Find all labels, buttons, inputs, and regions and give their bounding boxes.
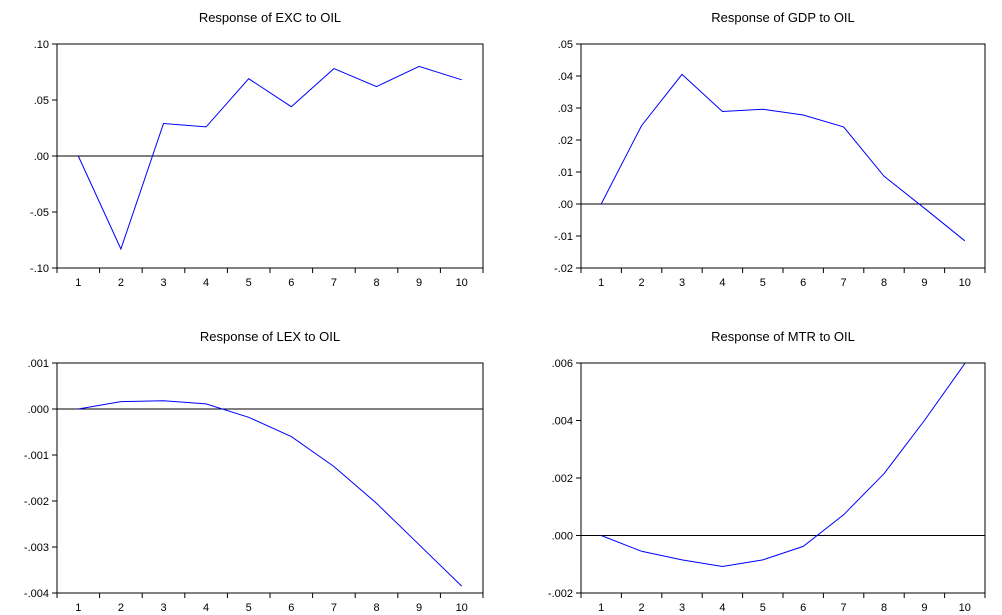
x-tick-label: 7 <box>331 602 337 614</box>
y-tick-label: .006 <box>552 358 573 370</box>
plot-frame <box>580 43 986 269</box>
x-tick-label: 3 <box>160 602 166 614</box>
x-tick-label: 4 <box>203 602 209 614</box>
x-tick-label: 7 <box>841 602 847 614</box>
x-tick-label: 6 <box>288 602 294 614</box>
x-tick-label: 9 <box>416 602 422 614</box>
x-tick-label: 1 <box>598 277 604 289</box>
x-tick-label: 7 <box>841 277 847 289</box>
x-tick-label: 8 <box>373 277 379 289</box>
chart-title: Response of GDP to OIL <box>711 10 855 25</box>
x-tick-label: 6 <box>800 602 806 614</box>
y-tick-label: -.004 <box>24 588 49 600</box>
y-tick-label: .002 <box>552 473 573 485</box>
x-tick-label: 5 <box>760 602 766 614</box>
chart-panel-2: Response of GDP to OIL -.02 -.01 .00 .01 .02.… <box>554 10 986 289</box>
x-tick-label: 8 <box>881 602 887 614</box>
y-tick-label: -.10 <box>30 263 49 275</box>
x-tick-label: 5 <box>246 602 252 614</box>
chart-title: Response of MTR to OIL <box>711 329 855 344</box>
y-tick-label: .03 <box>558 103 573 115</box>
y-tick-label: -.01 <box>554 231 573 243</box>
response-line <box>77 65 462 251</box>
x-tick-label: 2 <box>639 277 645 289</box>
plot-frame <box>56 362 484 594</box>
y-tick-label: .05 <box>558 39 573 51</box>
response-line <box>601 363 966 568</box>
x-tick-label: 1 <box>75 602 81 614</box>
x-tick-label: 9 <box>416 277 422 289</box>
x-tick-label: 3 <box>160 277 166 289</box>
y-tick-label: .04 <box>558 71 573 83</box>
y-tick-label: -.002 <box>24 496 49 508</box>
y-tick-label: .001 <box>28 358 49 370</box>
x-tick-label: 10 <box>456 602 468 614</box>
x-tick-label: 6 <box>800 277 806 289</box>
x-tick-label: 1 <box>75 277 81 289</box>
x-tick-label: 4 <box>719 277 725 289</box>
x-tick-label: 5 <box>246 277 252 289</box>
x-tick-label: 6 <box>288 277 294 289</box>
y-tick-label: .01 <box>558 167 573 179</box>
y-tick-label: .10 <box>34 39 49 51</box>
y-tick-label: .00 <box>34 151 49 163</box>
y-tick-label: .00 <box>558 199 573 211</box>
y-tick-label: .05 <box>34 95 49 107</box>
x-tick-label: 8 <box>881 277 887 289</box>
x-tick-label: 2 <box>639 602 645 614</box>
y-tick-label: -.05 <box>30 207 49 219</box>
x-tick-label: 10 <box>456 277 468 289</box>
y-tick-label: .000 <box>28 404 49 416</box>
x-tick-label: 4 <box>719 602 725 614</box>
response-line <box>600 73 966 242</box>
x-tick-label: 9 <box>921 602 927 614</box>
x-tick-label: 4 <box>203 277 209 289</box>
y-tick-label: -.001 <box>24 450 49 462</box>
x-tick-label: 10 <box>959 277 971 289</box>
plot-frame <box>580 362 986 594</box>
y-tick-label: .000 <box>552 531 573 543</box>
x-tick-label: 5 <box>760 277 766 289</box>
x-tick-label: 7 <box>331 277 337 289</box>
chart-title: Response of LEX to OIL <box>200 329 340 344</box>
x-tick-label: 3 <box>679 602 685 614</box>
x-tick-label: 8 <box>373 602 379 614</box>
x-tick-label: 9 <box>921 277 927 289</box>
chart-title: Response of EXC to OIL <box>199 10 341 25</box>
x-tick-label: 3 <box>679 277 685 289</box>
x-tick-label: 10 <box>959 602 971 614</box>
response-line <box>78 400 463 587</box>
y-tick-label: -.003 <box>24 542 49 554</box>
x-tick-label: 2 <box>118 602 124 614</box>
y-tick-label: -.002 <box>548 588 573 600</box>
x-tick-label: 2 <box>118 277 124 289</box>
chart-panel-4: Response of MTR to OIL -.002 .000 .002 .004.… <box>548 329 986 614</box>
x-tick-label: 1 <box>598 602 604 614</box>
chart-panel-3: Response of LEX to OIL -.004 -.003 -.002 -.0… <box>24 329 484 614</box>
y-tick-label: .02 <box>558 135 573 147</box>
y-tick-label: .004 <box>552 416 573 428</box>
y-tick-label: -.02 <box>554 263 573 275</box>
chart-panel-1: Response of EXC to OIL -.10 -.05 .00 .05 .10 1… <box>30 10 484 289</box>
